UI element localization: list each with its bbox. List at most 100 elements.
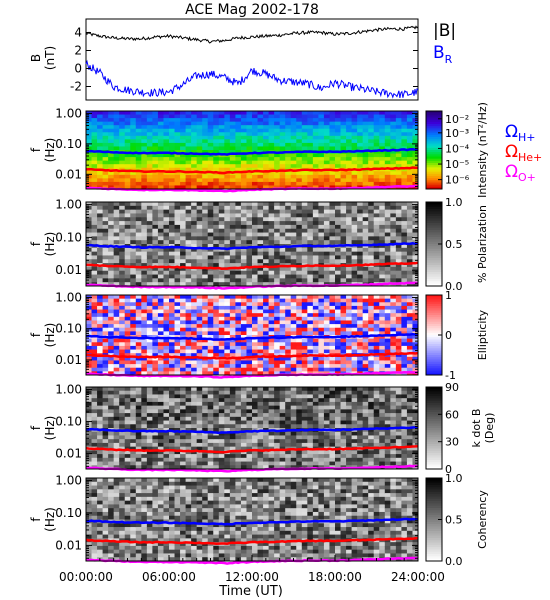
colorbar-tick-label: 1	[445, 289, 452, 302]
heatmap-cell	[379, 364, 386, 369]
heatmap-cell	[246, 213, 253, 218]
heatmap-cell	[202, 209, 209, 214]
heatmap-cell	[157, 266, 164, 272]
heatmap-cell	[91, 338, 98, 343]
heatmap-cell	[97, 413, 103, 418]
heatmap-cell	[207, 413, 214, 418]
heatmap-cell	[290, 342, 297, 347]
heatmap-cell	[102, 401, 109, 407]
heatmap-cell	[263, 236, 269, 241]
heatmap-cell	[390, 345, 397, 350]
colorbar-segment	[426, 111, 442, 114]
heatmap-cell	[307, 157, 314, 162]
heatmap-cell	[240, 185, 247, 190]
colorbar-segment	[426, 355, 442, 358]
heatmap-cell	[130, 202, 137, 207]
field-series-b-total-line	[85, 25, 419, 44]
heatmap-cell	[240, 360, 247, 365]
heatmap-cell	[180, 305, 186, 310]
heatmap-cell	[135, 390, 142, 395]
heatmap-cell	[163, 132, 170, 137]
heatmap-cell	[130, 439, 137, 444]
heatmap-cell	[235, 420, 242, 425]
heatmap-cell	[157, 125, 164, 130]
heatmap-cell	[406, 259, 413, 264]
heatmap-cell	[318, 146, 325, 151]
heatmap-cell	[368, 356, 375, 361]
heatmap-cell	[146, 320, 153, 325]
heatmap-cell	[91, 209, 98, 214]
heatmap-cell	[335, 202, 341, 207]
spectrogram-ylabel-line2: (Hz)	[43, 138, 57, 163]
heatmap-cell	[296, 364, 303, 369]
heatmap-cell	[379, 153, 386, 158]
heatmap-cell	[229, 118, 236, 123]
heatmap-cell	[163, 221, 170, 226]
heatmap-cell	[135, 338, 142, 343]
heatmap-cell	[207, 278, 214, 283]
heatmap-cell	[180, 178, 186, 183]
heatmap-cell	[124, 146, 131, 151]
heatmap-cell	[285, 111, 292, 115]
heatmap-cell	[102, 364, 109, 369]
heatmap-cell	[152, 309, 159, 314]
heatmap-cell	[229, 202, 236, 207]
heatmap-cell	[263, 160, 269, 165]
heatmap-cell	[141, 121, 148, 126]
heatmap-cell	[335, 181, 341, 186]
heatmap-cell	[268, 259, 275, 264]
heatmap-cell	[323, 224, 330, 230]
heatmap-cell	[290, 236, 297, 241]
heatmap-cell	[174, 416, 181, 421]
heatmap-cell	[296, 174, 303, 179]
heatmap-cell	[362, 255, 369, 260]
heatmap-cell	[102, 278, 109, 283]
heatmap-cell	[373, 132, 380, 137]
heatmap-cell	[373, 146, 380, 151]
heatmap-cell	[135, 345, 142, 350]
heatmap-cell	[312, 135, 319, 140]
heatmap-cell	[152, 160, 159, 165]
heatmap-cell	[185, 157, 192, 162]
heatmap-cell	[135, 398, 142, 403]
heatmap-cell	[307, 205, 314, 211]
heatmap-cell	[268, 153, 275, 158]
heatmap-cell	[97, 295, 103, 300]
heatmap-cell	[113, 142, 120, 147]
heatmap-cell	[257, 320, 264, 325]
heatmap-cell	[235, 345, 242, 350]
heatmap-cell	[252, 164, 258, 169]
heatmap-cell	[240, 202, 247, 207]
heatmap-cell	[163, 174, 170, 179]
heatmap-cell	[318, 157, 325, 162]
heatmap-cell	[202, 125, 209, 130]
heatmap-cell	[235, 442, 242, 448]
heatmap-cell	[329, 349, 336, 354]
heatmap-cell	[412, 164, 419, 169]
heatmap-cell	[257, 454, 264, 459]
heatmap-cell	[185, 278, 192, 283]
heatmap-cell	[406, 240, 413, 245]
heatmap-cell	[406, 251, 413, 256]
heatmap-cell	[207, 446, 214, 451]
heatmap-cell	[357, 255, 364, 260]
heatmap-cell	[268, 171, 275, 176]
heatmap-cell	[152, 121, 159, 126]
heatmap-cell	[379, 305, 386, 310]
heatmap-cell	[357, 324, 364, 329]
heatmap-cell	[135, 213, 142, 218]
heatmap-cell	[274, 309, 281, 314]
heatmap-cell	[390, 309, 397, 314]
heatmap-cell	[196, 302, 203, 307]
heatmap-cell	[357, 305, 364, 310]
heatmap-cell	[346, 295, 352, 300]
heatmap-cell	[240, 146, 247, 151]
heatmap-cell	[185, 221, 192, 226]
heatmap-cell	[102, 367, 109, 372]
heatmap-cell	[86, 125, 92, 130]
heatmap-cell	[113, 282, 120, 287]
heatmap-cell	[335, 164, 341, 169]
heatmap-cell	[185, 345, 192, 350]
heatmap-cell	[379, 298, 386, 303]
heatmap-cell	[285, 213, 292, 218]
